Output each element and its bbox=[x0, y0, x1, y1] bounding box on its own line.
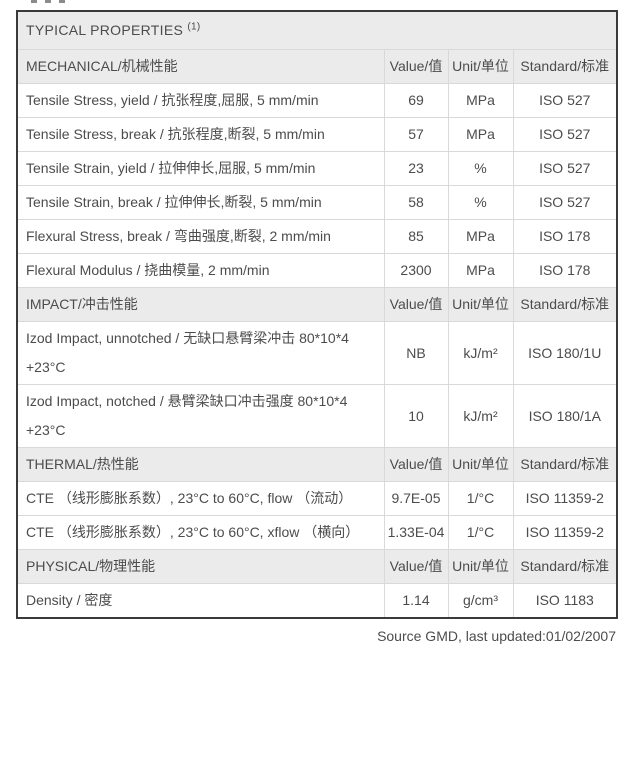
standard-cell: ISO 1183 bbox=[512, 583, 618, 619]
section-header-row: IMPACT/冲击性能 Value/值 Unit/单位 Standard/标准 bbox=[16, 287, 618, 322]
source-note: Source GMD, last updated:01/02/2007 bbox=[377, 628, 616, 644]
property-cell: Tensile Stress, break / 抗张程度,断裂, 5 mm/mi… bbox=[16, 117, 385, 152]
value-cell: 23 bbox=[383, 151, 449, 186]
value-cell: 9.7E-05 bbox=[383, 481, 449, 516]
property-cell: Tensile Strain, yield / 拉伸伸长,屈服, 5 mm/mi… bbox=[16, 151, 385, 186]
section-header-row: MECHANICAL/机械性能 Value/值 Unit/单位 Standard/标准 bbox=[16, 49, 618, 84]
value-cell: 1.14 bbox=[383, 583, 449, 619]
section-header-label: THERMAL/热性能 bbox=[16, 447, 385, 482]
column-header: Value/值 bbox=[383, 49, 449, 84]
section-header-row: PHYSICAL/物理性能 Value/值 Unit/单位 Standard/标准 bbox=[16, 549, 618, 584]
standard-cell: ISO 527 bbox=[512, 151, 618, 186]
standard-cell: ISO 11359-2 bbox=[512, 481, 618, 516]
table-row: CTE （线形膨胀系数）, 23°C to 60°C, flow （流动） 9.7… bbox=[16, 481, 618, 516]
table-row: Tensile Stress, break / 抗张程度,断裂, 5 mm/mi… bbox=[16, 117, 618, 152]
property-cell: Izod Impact, notched / 悬臂梁缺口冲击强度 80*10*4… bbox=[16, 384, 385, 448]
property-cell: Izod Impact, unnotched / 无缺口悬臂梁冲击 80*10*… bbox=[16, 321, 385, 385]
standard-cell: ISO 527 bbox=[512, 185, 618, 220]
table-title-text: TYPICAL PROPERTIES bbox=[26, 22, 184, 38]
table-title: TYPICAL PROPERTIES (1) bbox=[16, 10, 618, 50]
standard-cell: ISO 11359-2 bbox=[512, 515, 618, 550]
value-cell: NB bbox=[383, 321, 449, 385]
standard-cell: ISO 180/1A bbox=[512, 384, 618, 448]
value-cell: 1.33E-04 bbox=[383, 515, 449, 550]
column-header: Unit/单位 bbox=[447, 447, 514, 482]
property-cell: CTE （线形膨胀系数）, 23°C to 60°C, flow （流动） bbox=[16, 481, 385, 516]
column-header: Unit/单位 bbox=[447, 549, 514, 584]
unit-cell: 1/°C bbox=[447, 481, 514, 516]
column-header: Standard/标准 bbox=[512, 447, 618, 482]
value-cell: 10 bbox=[383, 384, 449, 448]
property-cell: Flexural Stress, break / 弯曲强度,断裂, 2 mm/m… bbox=[16, 219, 385, 254]
section-header-label: MECHANICAL/机械性能 bbox=[16, 49, 385, 84]
section-header-label: IMPACT/冲击性能 bbox=[16, 287, 385, 322]
value-cell: 58 bbox=[383, 185, 449, 220]
column-header: Standard/标准 bbox=[512, 49, 618, 84]
table-row: Izod Impact, unnotched / 无缺口悬臂梁冲击 80*10*… bbox=[16, 321, 618, 385]
value-cell: 2300 bbox=[383, 253, 449, 288]
table-row: Tensile Strain, break / 拉伸伸长,断裂, 5 mm/mi… bbox=[16, 185, 618, 220]
clipped-text-fragment bbox=[31, 0, 37, 3]
table-row: CTE （线形膨胀系数）, 23°C to 60°C, xflow （横向） 1.… bbox=[16, 515, 618, 550]
unit-cell: % bbox=[447, 185, 514, 220]
property-cell: Flexural Modulus / 挠曲模量, 2 mm/min bbox=[16, 253, 385, 288]
column-header: Value/值 bbox=[383, 287, 449, 322]
property-cell: CTE （线形膨胀系数）, 23°C to 60°C, xflow （横向） bbox=[16, 515, 385, 550]
table-row: Izod Impact, notched / 悬臂梁缺口冲击强度 80*10*4… bbox=[16, 384, 618, 448]
standard-cell: ISO 180/1U bbox=[512, 321, 618, 385]
unit-cell: MPa bbox=[447, 219, 514, 254]
property-cell: Density / 密度 bbox=[16, 583, 385, 619]
standard-cell: ISO 178 bbox=[512, 219, 618, 254]
property-cell: Tensile Strain, break / 拉伸伸长,断裂, 5 mm/mi… bbox=[16, 185, 385, 220]
datasheet-page: TYPICAL PROPERTIES (1) MECHANICAL/机械性能 Va… bbox=[16, 0, 618, 644]
standard-cell: ISO 527 bbox=[512, 117, 618, 152]
table-row: Flexural Modulus / 挠曲模量, 2 mm/min 2300 MPa… bbox=[16, 253, 618, 288]
value-cell: 69 bbox=[383, 83, 449, 118]
unit-cell: MPa bbox=[447, 83, 514, 118]
table-row: Density / 密度 1.14 g/cm³ ISO 1183 bbox=[16, 583, 618, 619]
column-header: Unit/单位 bbox=[447, 287, 514, 322]
property-cell: Tensile Stress, yield / 抗张程度,屈服, 5 mm/mi… bbox=[16, 83, 385, 118]
table-title-row: TYPICAL PROPERTIES (1) bbox=[16, 10, 618, 50]
value-cell: 85 bbox=[383, 219, 449, 254]
unit-cell: % bbox=[447, 151, 514, 186]
unit-cell: kJ/m² bbox=[447, 321, 514, 385]
table-title-footnote-marker: (1) bbox=[187, 21, 201, 33]
unit-cell: g/cm³ bbox=[447, 583, 514, 619]
unit-cell: MPa bbox=[447, 253, 514, 288]
typical-properties-table: TYPICAL PROPERTIES (1) MECHANICAL/机械性能 Va… bbox=[16, 10, 618, 619]
table-row: Flexural Stress, break / 弯曲强度,断裂, 2 mm/m… bbox=[16, 219, 618, 254]
section-header-label: PHYSICAL/物理性能 bbox=[16, 549, 385, 584]
column-header: Value/值 bbox=[383, 447, 449, 482]
standard-cell: ISO 527 bbox=[512, 83, 618, 118]
table-row: Tensile Strain, yield / 拉伸伸长,屈服, 5 mm/mi… bbox=[16, 151, 618, 186]
table-row: Tensile Stress, yield / 抗张程度,屈服, 5 mm/mi… bbox=[16, 83, 618, 118]
value-cell: 57 bbox=[383, 117, 449, 152]
column-header: Unit/单位 bbox=[447, 49, 514, 84]
unit-cell: kJ/m² bbox=[447, 384, 514, 448]
column-header: Value/值 bbox=[383, 549, 449, 584]
unit-cell: 1/°C bbox=[447, 515, 514, 550]
column-header: Standard/标准 bbox=[512, 549, 618, 584]
unit-cell: MPa bbox=[447, 117, 514, 152]
section-header-row: THERMAL/热性能 Value/值 Unit/单位 Standard/标准 bbox=[16, 447, 618, 482]
standard-cell: ISO 178 bbox=[512, 253, 618, 288]
column-header: Standard/标准 bbox=[512, 287, 618, 322]
